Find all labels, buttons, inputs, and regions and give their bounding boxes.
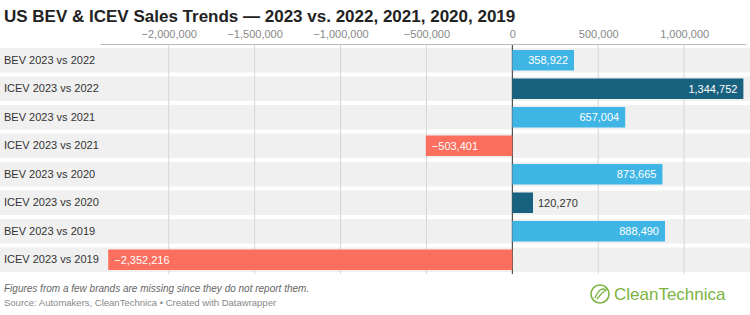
y-tick-label: ICEV 2023 vs 2019 — [4, 253, 99, 265]
data-label: −503,401 — [432, 140, 478, 152]
logo-icon — [591, 285, 609, 303]
y-tick: BEV 2023 vs 2019 — [4, 225, 95, 237]
logo-leaf — [595, 289, 606, 299]
row-background — [0, 105, 750, 130]
x-tick: 0 — [510, 28, 516, 44]
x-tick: −2,000,000 — [142, 28, 197, 44]
x-tick: −500,000 — [404, 28, 450, 44]
x-tick-label: −500,000 — [404, 28, 450, 40]
x-tick-label: −1,500,000 — [227, 28, 282, 40]
x-axis-line — [101, 44, 747, 45]
y-tick-label: ICEV 2023 vs 2021 — [4, 139, 99, 151]
note: Figures from a few brands are missing si… — [4, 283, 309, 294]
grid-line — [340, 44, 341, 274]
chart-container: US BEV & ICEV Sales Trends — 2023 vs. 20… — [0, 0, 750, 315]
data-labels: 358,922 1,344,752 657,004 −503,401 873,665 12… — [114, 54, 737, 266]
bar — [512, 78, 743, 99]
y-tick-label: BEV 2023 vs 2021 — [4, 111, 95, 123]
y-tick-label: BEV 2023 vs 2020 — [4, 168, 95, 180]
row-background — [0, 48, 750, 73]
x-tick: −1,000,000 — [313, 28, 368, 44]
chart-title: US BEV & ICEV Sales Trends — 2023 vs. 20… — [4, 7, 515, 26]
y-tick: BEV 2023 vs 2021 — [4, 111, 95, 123]
chart-svg: US BEV & ICEV Sales Trends — 2023 vs. 20… — [0, 0, 750, 315]
data-label: 120,270 — [538, 197, 578, 209]
data-label: 888,490 — [619, 225, 659, 237]
bar — [512, 50, 574, 71]
row-background — [0, 162, 750, 187]
bars — [108, 50, 743, 270]
data-label: 358,922 — [528, 54, 568, 66]
x-tick-label: −1,000,000 — [313, 28, 368, 40]
y-tick: BEV 2023 vs 2020 — [4, 168, 95, 180]
y-tick-label: BEV 2023 vs 2022 — [4, 54, 95, 66]
x-tick: 1,000,000 — [660, 28, 709, 44]
logo-text: CleanTechnica — [614, 285, 726, 304]
data-label: 873,665 — [617, 168, 657, 180]
x-tick: −1,500,000 — [227, 28, 282, 44]
row-background — [0, 219, 750, 244]
y-tick: ICEV 2023 vs 2019 — [4, 253, 99, 265]
data-label: 657,004 — [579, 111, 619, 123]
x-tick-label: −2,000,000 — [142, 28, 197, 40]
bar — [108, 249, 512, 270]
y-tick-label: ICEV 2023 vs 2022 — [4, 82, 99, 94]
grid-line — [254, 44, 255, 274]
y-tick: BEV 2023 vs 2022 — [4, 54, 95, 66]
y-axis: BEV 2023 vs 2022 ICEV 2023 vs 2022 BEV 202… — [4, 54, 99, 266]
source: Source: Automakers, CleanTechnica • Crea… — [4, 297, 276, 308]
x-tick: 500,000 — [579, 28, 619, 44]
y-tick: ICEV 2023 vs 2020 — [4, 196, 99, 208]
grid-line — [426, 44, 427, 274]
bar — [512, 107, 625, 128]
bar — [512, 164, 662, 185]
y-tick-label: ICEV 2023 vs 2020 — [4, 196, 99, 208]
row-background — [0, 133, 750, 158]
data-label: 1,344,752 — [688, 83, 737, 95]
x-tick-label: 0 — [510, 28, 516, 40]
x-tick-label: 500,000 — [579, 28, 619, 40]
grid-line — [168, 44, 169, 274]
bar — [426, 135, 512, 156]
bar — [512, 221, 665, 242]
bar — [512, 192, 533, 213]
data-label: −2,352,216 — [114, 254, 169, 266]
y-tick: ICEV 2023 vs 2021 — [4, 139, 99, 151]
x-axis: −2,000,000 −1,500,000 −1,000,000 −500,000 0 5… — [101, 28, 747, 45]
row-background — [0, 247, 750, 272]
row-background — [0, 76, 750, 101]
x-tick-label: 1,000,000 — [660, 28, 709, 40]
row-backgrounds — [0, 48, 750, 272]
row-background — [0, 190, 750, 215]
y-tick-label: BEV 2023 vs 2019 — [4, 225, 95, 237]
logo: CleanTechnica — [591, 285, 726, 304]
y-tick: ICEV 2023 vs 2022 — [4, 82, 99, 94]
